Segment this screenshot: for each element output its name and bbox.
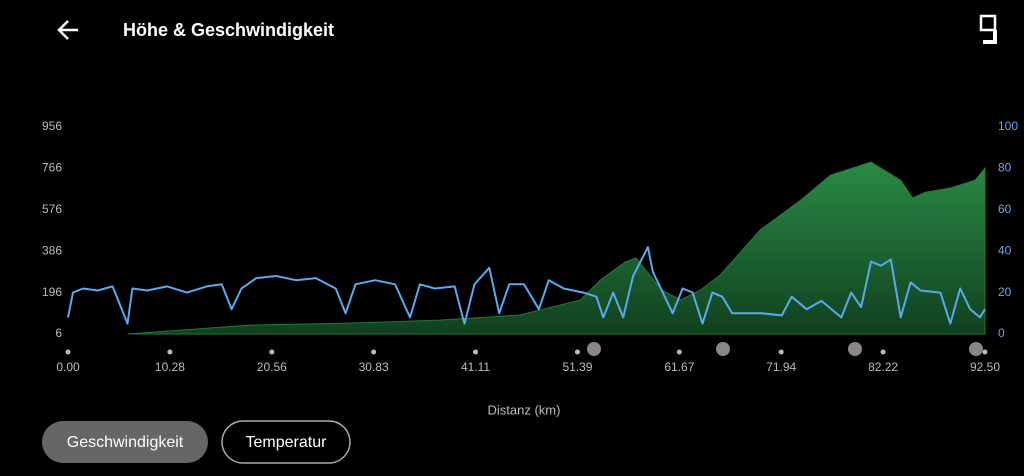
x-tick-label: 41.11 [461, 360, 490, 374]
y-tick-label: 576 [42, 202, 62, 216]
x-tick-mark [880, 349, 886, 355]
y-tick-label: 6 [55, 326, 62, 340]
peak-marker [848, 342, 862, 356]
y2-tick-label: 100 [998, 119, 1018, 133]
y2-tick-label: 80 [998, 161, 1012, 175]
peak-marker [716, 342, 730, 356]
x-tick-label: 82.22 [868, 360, 898, 374]
plot: 6 196 386 576 766 956 0 20 40 60 80 100 0.00 10.28 20.… [42, 119, 1018, 374]
y2-tick-label: 40 [998, 243, 1012, 257]
fullscreen-icon[interactable] [983, 30, 997, 44]
x-tick-mark [473, 349, 479, 355]
x-tick-mark [574, 349, 580, 355]
x-tick-mark [676, 349, 682, 355]
y-tick-label: 196 [42, 285, 62, 299]
y2-tick-label: 60 [998, 202, 1012, 216]
x-tick-label: 92.50 [970, 360, 1000, 374]
x-tick-mark [167, 349, 173, 355]
fullscreen-icon[interactable] [979, 14, 997, 32]
x-tick-label: 61.67 [664, 360, 694, 374]
x-tick-mark [778, 349, 784, 355]
elevation-area [127, 161, 986, 335]
back-arrow[interactable] [57, 20, 78, 40]
y2-tick-label: 0 [998, 326, 1005, 340]
button-label[interactable]: Geschwindigkeit [67, 434, 184, 451]
fullscreen-button[interactable] [979, 14, 997, 44]
x-tick-label: 10.28 [155, 360, 185, 374]
y-tick-label: 956 [42, 119, 62, 133]
y2-tick-label: 20 [998, 285, 1012, 299]
peak-markers [587, 342, 983, 356]
back-button[interactable] [57, 20, 78, 40]
x-tick-label: 0.00 [56, 360, 80, 374]
button-bg[interactable] [221, 420, 351, 464]
y-tick-label: 386 [42, 243, 62, 257]
peak-marker [969, 342, 983, 356]
x-tick-mark [982, 349, 988, 355]
x-tick-label: 30.83 [359, 360, 389, 374]
peak-marker [587, 342, 601, 356]
button-speed[interactable]: Geschwindigkeit [42, 421, 208, 463]
button-temperature[interactable]: Temperatur [221, 420, 351, 464]
title: Höhe & Geschwindigkeit [123, 20, 334, 40]
x-tick-mark [269, 349, 275, 355]
x-tick-mark [371, 349, 377, 355]
y-tick-label: 766 [42, 161, 62, 175]
x-axis-label: Distanz (km) [488, 402, 561, 417]
x-tick-label: 20.56 [257, 360, 287, 374]
button-label[interactable]: Temperatur [246, 434, 328, 451]
x-tick-label: 71.94 [766, 360, 796, 374]
x-tick-mark [65, 349, 71, 355]
x-tick-label: 51.39 [562, 360, 592, 374]
speed-line [67, 246, 986, 325]
button-bg[interactable] [42, 421, 208, 463]
